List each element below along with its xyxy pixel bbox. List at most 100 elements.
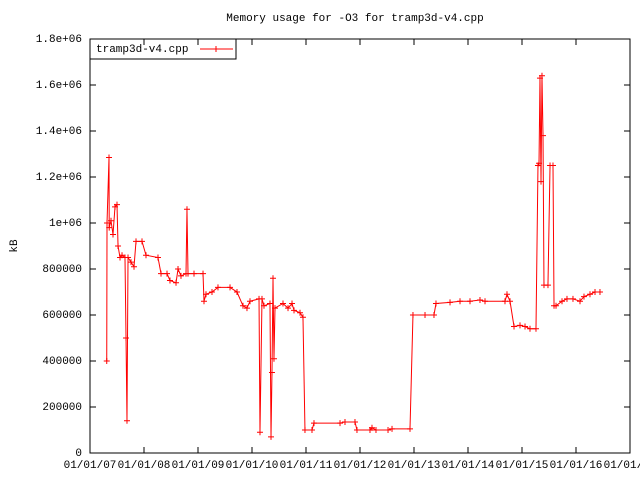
data-point bbox=[553, 302, 560, 309]
data-point bbox=[260, 302, 267, 309]
data-point bbox=[526, 325, 533, 332]
data-point bbox=[586, 291, 593, 298]
y-tick-label: 1.8e+06 bbox=[36, 34, 82, 46]
data-point bbox=[407, 425, 414, 432]
x-tick-label: 01/01/16 bbox=[550, 460, 603, 472]
data-point bbox=[233, 289, 240, 295]
data-point bbox=[200, 298, 207, 305]
data-point bbox=[208, 289, 215, 295]
x-tick-label: 01/01/15 bbox=[496, 460, 549, 472]
data-point bbox=[103, 358, 110, 364]
data-point bbox=[268, 369, 275, 376]
data-point bbox=[482, 298, 489, 305]
data-point bbox=[389, 425, 396, 432]
data-point bbox=[131, 263, 138, 270]
x-tick-label: 01/01/17 bbox=[604, 460, 640, 472]
data-point bbox=[114, 201, 120, 208]
data-point bbox=[243, 305, 250, 312]
data-point bbox=[173, 279, 180, 286]
y-tick-label: 0 bbox=[75, 448, 82, 460]
data-point bbox=[139, 238, 146, 245]
x-tick-label: 01/01/07 bbox=[64, 460, 117, 472]
data-point bbox=[576, 298, 583, 305]
data-point bbox=[301, 427, 308, 433]
x-tick-label: 01/01/10 bbox=[226, 460, 279, 472]
data-point bbox=[310, 420, 317, 427]
data-point bbox=[341, 418, 348, 425]
data-point bbox=[266, 300, 273, 307]
data-point bbox=[268, 433, 275, 440]
data-point bbox=[522, 323, 529, 330]
data-point bbox=[115, 243, 122, 249]
data-point bbox=[108, 217, 115, 224]
data-point bbox=[432, 300, 439, 307]
data-point bbox=[185, 270, 192, 277]
data-point bbox=[476, 297, 483, 304]
data-point bbox=[110, 231, 117, 238]
chart-title: Memory usage for -O3 for tramp3d-v4.cpp bbox=[226, 13, 483, 25]
data-point bbox=[385, 427, 392, 433]
data-point bbox=[517, 322, 524, 329]
data-point bbox=[297, 309, 304, 316]
data-point bbox=[503, 291, 510, 298]
data-point bbox=[133, 238, 140, 245]
data-point bbox=[289, 300, 296, 307]
data-point bbox=[291, 307, 298, 314]
legend-label: tramp3d-v4.cpp bbox=[96, 44, 188, 56]
data-point bbox=[154, 254, 161, 261]
legend-box bbox=[89, 38, 237, 60]
data-point bbox=[447, 299, 454, 306]
data-point bbox=[549, 162, 556, 169]
x-tick-label: 01/01/09 bbox=[172, 460, 225, 472]
y-tick-label: 200000 bbox=[42, 402, 82, 414]
data-point bbox=[422, 312, 429, 318]
data-point bbox=[559, 298, 566, 305]
data-point bbox=[457, 298, 464, 305]
x-tick-label: 01/01/11 bbox=[280, 460, 333, 472]
data-point bbox=[123, 417, 130, 424]
data-point bbox=[285, 305, 292, 312]
data-point bbox=[106, 224, 113, 231]
data-point bbox=[507, 298, 514, 305]
y-tick-label: 1e+06 bbox=[49, 218, 82, 230]
data-point bbox=[256, 429, 263, 436]
x-tick-label: 01/01/08 bbox=[118, 460, 171, 472]
data-point bbox=[227, 284, 234, 291]
x-tick-label: 01/01/12 bbox=[334, 460, 387, 472]
data-point bbox=[569, 295, 576, 302]
data-point bbox=[106, 154, 113, 161]
y-tick-label: 1.2e+06 bbox=[36, 172, 82, 184]
data-point bbox=[125, 254, 132, 261]
data-point bbox=[372, 427, 379, 433]
y-tick-label: 1.6e+06 bbox=[36, 80, 82, 92]
data-point bbox=[536, 160, 543, 167]
data-point bbox=[200, 270, 207, 277]
series-line bbox=[106, 75, 600, 437]
data-point bbox=[299, 314, 306, 321]
data-point bbox=[353, 427, 360, 433]
y-tick-label: 1.4e+06 bbox=[36, 126, 82, 138]
data-point bbox=[127, 259, 134, 266]
data-point bbox=[158, 270, 165, 277]
data-point bbox=[563, 295, 570, 302]
data-point bbox=[272, 305, 279, 312]
y-axis-label: kB bbox=[9, 239, 21, 253]
legend-marker bbox=[213, 46, 219, 52]
data-point bbox=[538, 72, 545, 79]
data-point bbox=[177, 272, 184, 279]
data-point bbox=[239, 302, 246, 309]
data-point bbox=[337, 420, 344, 427]
data-point bbox=[511, 323, 518, 330]
data-point bbox=[247, 298, 254, 305]
y-tick-label: 400000 bbox=[42, 356, 82, 368]
data-point bbox=[430, 312, 437, 318]
data-point bbox=[540, 132, 547, 139]
data-point bbox=[104, 220, 111, 226]
data-point bbox=[202, 291, 209, 298]
data-point bbox=[368, 424, 375, 431]
y-tick-label: 800000 bbox=[42, 264, 82, 276]
data-point bbox=[351, 418, 358, 425]
data-point bbox=[596, 289, 603, 295]
data-point bbox=[580, 293, 587, 300]
